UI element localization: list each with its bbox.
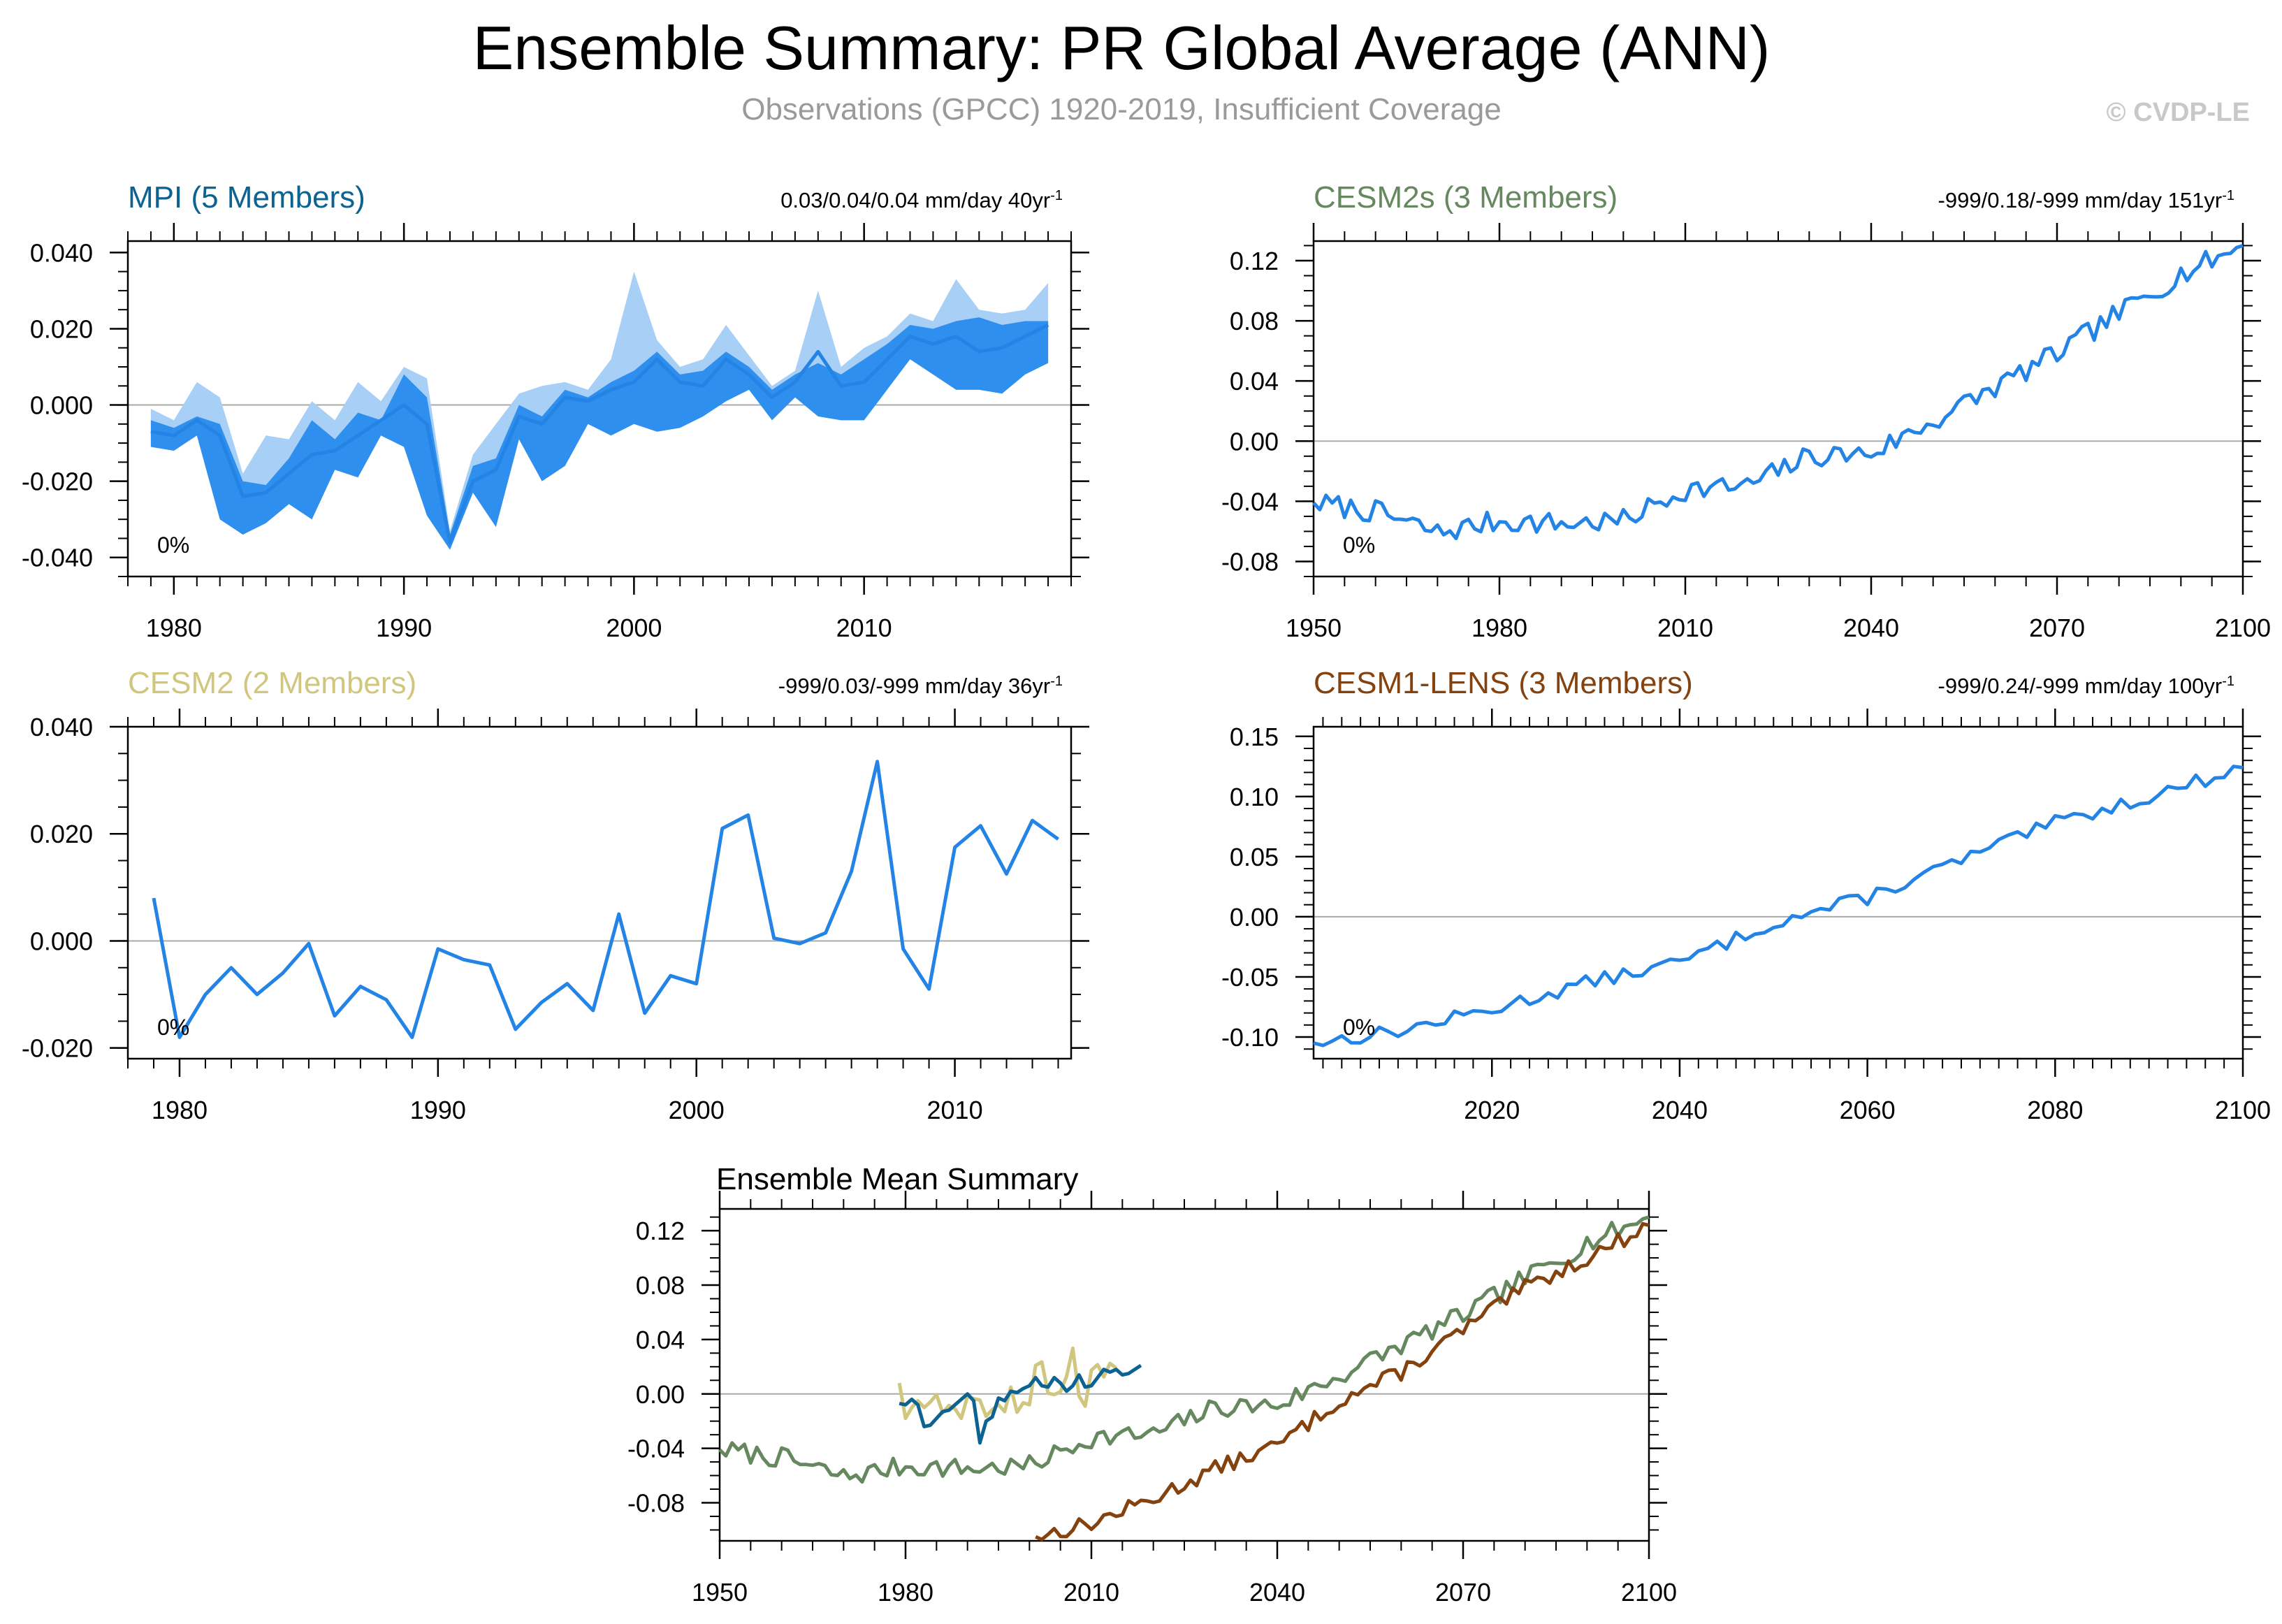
summary-ytick-label: -0.04 (627, 1435, 685, 1463)
cesm1-ytick-label: 0.05 (1230, 843, 1279, 871)
cesm2s-ytick-label: -0.04 (1221, 487, 1279, 516)
figure-subtitle: Observations (GPCC) 1920-2019, Insuffici… (741, 92, 1502, 126)
cesm1-ytick-label: 0.15 (1230, 723, 1279, 751)
cesm2-trend-label: -999/0.03/-999 mm/day 36yr-1 (778, 674, 1063, 698)
cesm1-ytick-label: -0.10 (1221, 1023, 1279, 1052)
summary-ytick-label: 0.08 (636, 1271, 685, 1300)
cesm2-series-line (152, 760, 1059, 1039)
summary-ytick-label: 0.00 (636, 1380, 685, 1409)
mpi-spread-inner (150, 317, 1049, 550)
cesm2s-ytick-label: 0.12 (1230, 247, 1279, 275)
mpi-xtick-label: 1990 (376, 614, 432, 642)
figure-title: Ensemble Summary: PR Global Average (ANN… (472, 13, 1771, 82)
cesm1-trend-label: -999/0.24/-999 mm/day 100yr-1 (1938, 674, 2234, 698)
summary-frame (718, 1208, 1650, 1542)
summary-ytick-label: -0.08 (627, 1488, 685, 1517)
cesm1-axes: -0.10 -0.05 0.00 0.05 0.10 0.15 2020 2040 2060 20… (1221, 709, 2271, 1124)
cesm1-xtick-label: 2100 (2215, 1096, 2271, 1124)
cesm2-title: CESM2 (2 Members) (128, 666, 416, 700)
cesm2-ytick-label: -0.020 (22, 1034, 93, 1063)
cesm2-trend-exponent: -1 (1050, 674, 1063, 689)
cesm2s-xtick-label: 2040 (1843, 614, 1899, 642)
cesm2-axes: -0.020 0.000 0.020 0.040 1980 1990 2000 2010 (22, 709, 1089, 1124)
cesm2s-frame (1312, 240, 2244, 578)
cesm2s-panel: -0.08 -0.04 0.00 0.04 0.08 0.12 1950 1980 2010 20… (1221, 180, 2271, 642)
summary-xtick-label: 2010 (1063, 1578, 1119, 1607)
cesm2s-title: CESM2s (3 Members) (1314, 180, 1618, 215)
cesm1-series-line (1313, 764, 2244, 1047)
mpi-ytick-label: -0.040 (22, 544, 93, 572)
cesm2s-axes: -0.08 -0.04 0.00 0.04 0.08 0.12 1950 1980 2010 20… (1221, 223, 2271, 642)
cesm2s-xtick-label: 1980 (1471, 614, 1527, 642)
cesm2-ytick-label: 0.000 (30, 927, 93, 955)
cesm2s-ytick-label: 0.04 (1230, 367, 1279, 396)
mpi-axes: -0.040 -0.020 0.000 0.020 0.040 1980 1990 2000 2… (22, 223, 1089, 642)
cesm1-ytick-label: 0.00 (1230, 903, 1279, 931)
cesm2-ytick-label: 0.020 (30, 820, 93, 848)
cesm1-xtick-label: 2020 (1464, 1096, 1520, 1124)
mpi-xtick-label: 2000 (606, 614, 662, 642)
mpi-xtick-label: 2010 (836, 614, 892, 642)
cesm2s-xtick-label: 1950 (1286, 614, 1342, 642)
summary-panel: -0.08 -0.04 0.00 0.04 0.08 0.12 1950 1980 2010 20… (627, 1162, 1677, 1607)
mpi-panel: -0.040 -0.020 0.000 0.020 0.040 1980 1990 2000 2… (22, 180, 1089, 642)
summary-line-mpi (899, 1363, 1142, 1445)
cesm2s-xtick-label: 2010 (1657, 614, 1713, 642)
summary-axes: -0.08 -0.04 0.00 0.04 0.08 0.12 1950 1980 2010 20… (627, 1191, 1677, 1607)
mpi-title: MPI (5 Members) (128, 180, 365, 215)
cesm2-xtick-label: 2010 (927, 1096, 983, 1124)
cesm2-xtick-label: 1990 (410, 1096, 466, 1124)
cesm1-xtick-label: 2040 (1652, 1096, 1708, 1124)
cesm1-title: CESM1-LENS (3 Members) (1314, 666, 1693, 700)
mpi-series-line (150, 323, 1049, 544)
cesm2s-ytick-label: -0.08 (1221, 547, 1279, 576)
cesm2-frame (126, 725, 1073, 1060)
summary-xtick-label: 1950 (692, 1578, 748, 1607)
cesm2-pct-label: 0% (157, 1015, 189, 1040)
cesm1-frame (1312, 725, 2244, 1060)
mpi-trend-exponent: -1 (1050, 188, 1063, 203)
mpi-ytick-label: 0.040 (30, 238, 93, 267)
cesm2s-trend-exponent: -1 (2222, 188, 2234, 203)
cesm1-trend-exponent: -1 (2222, 674, 2234, 689)
summary-line-cesm2 (897, 1347, 1118, 1421)
cesm2-panel: -0.020 0.000 0.020 0.040 1980 1990 2000 2010 CES… (22, 666, 1089, 1124)
copyright-label: © CVDP-LE (2106, 98, 2250, 127)
mpi-frame (126, 240, 1073, 578)
cesm2-xtick-label: 1980 (152, 1096, 208, 1124)
mpi-ytick-label: 0.020 (30, 314, 93, 343)
summary-line-cesm1 (1035, 1221, 1650, 1542)
cesm2s-pct-label: 0% (1343, 532, 1375, 558)
summary-ytick-label: 0.12 (636, 1217, 685, 1245)
mpi-pct-label: 0% (157, 532, 189, 558)
cesm1-xtick-label: 2080 (2027, 1096, 2083, 1124)
summary-ytick-label: 0.04 (636, 1326, 685, 1354)
cesm2-ytick-label: 0.040 (30, 713, 93, 741)
cesm1-panel: -0.10 -0.05 0.00 0.05 0.10 0.15 2020 2040 2060 20… (1221, 666, 2271, 1124)
mpi-ytick-label: 0.000 (30, 391, 93, 420)
cesm2s-ytick-label: 0.00 (1230, 427, 1279, 456)
mpi-trend-label: 0.03/0.04/0.04 mm/day 40yr-1 (780, 188, 1063, 212)
cesm1-xtick-label: 2060 (1840, 1096, 1896, 1124)
cesm2-xtick-label: 2000 (669, 1096, 725, 1124)
cesm1-pct-label: 0% (1343, 1015, 1375, 1040)
mpi-xtick-label: 1980 (146, 614, 202, 642)
cesm2s-xtick-label: 2070 (2029, 614, 2085, 642)
summary-xtick-label: 2040 (1249, 1578, 1305, 1607)
cesm2s-ytick-label: 0.08 (1230, 307, 1279, 335)
cesm2s-trend-label: -999/0.18/-999 mm/day 151yr-1 (1938, 188, 2234, 212)
cesm2s-series-line (1312, 244, 2244, 541)
cesm2s-xtick-label: 2100 (2215, 614, 2271, 642)
summary-xtick-label: 2100 (1621, 1578, 1677, 1607)
summary-xtick-label: 2070 (1435, 1578, 1491, 1607)
summary-title: Ensemble Mean Summary (716, 1162, 1078, 1196)
cesm1-ytick-label: -0.05 (1221, 963, 1279, 992)
summary-line-cesm2s (718, 1215, 1650, 1484)
summary-xtick-label: 1980 (878, 1578, 933, 1607)
mpi-ytick-label: -0.020 (22, 467, 93, 496)
cesm1-ytick-label: 0.10 (1230, 783, 1279, 811)
